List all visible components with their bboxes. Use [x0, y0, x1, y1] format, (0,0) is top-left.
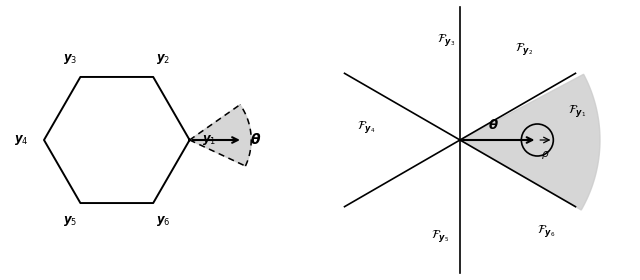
Text: $\boldsymbol{y}_2$: $\boldsymbol{y}_2$: [156, 52, 170, 66]
Text: $\boldsymbol{y}_5$: $\boldsymbol{y}_5$: [63, 214, 77, 228]
Text: $\boldsymbol{\theta}$: $\boldsymbol{\theta}$: [250, 132, 261, 148]
Text: $\boldsymbol{\theta}$: $\boldsymbol{\theta}$: [488, 118, 499, 132]
Text: $\rho$: $\rho$: [541, 149, 550, 161]
Text: $\boldsymbol{y}_6$: $\boldsymbol{y}_6$: [156, 214, 170, 228]
Text: $\boldsymbol{y}_3$: $\boldsymbol{y}_3$: [63, 52, 77, 66]
Polygon shape: [460, 74, 600, 210]
Text: $\mathcal{F}_{\boldsymbol{y}_6}$: $\mathcal{F}_{\boldsymbol{y}_6}$: [538, 223, 556, 239]
Text: $\mathcal{F}_{\boldsymbol{y}_1}$: $\mathcal{F}_{\boldsymbol{y}_1}$: [568, 103, 586, 119]
Text: $\boldsymbol{y}_1$: $\boldsymbol{y}_1$: [202, 133, 216, 147]
Text: $\boldsymbol{y}_4$: $\boldsymbol{y}_4$: [14, 133, 29, 147]
Text: $\mathcal{F}_{\boldsymbol{y}_3}$: $\mathcal{F}_{\boldsymbol{y}_3}$: [438, 32, 456, 48]
Text: $\mathcal{F}_{\boldsymbol{y}_2}$: $\mathcal{F}_{\boldsymbol{y}_2}$: [515, 41, 533, 57]
Polygon shape: [189, 105, 251, 166]
Text: $\mathcal{F}_{\boldsymbol{y}_5}$: $\mathcal{F}_{\boldsymbol{y}_5}$: [431, 228, 449, 244]
Text: $\mathcal{F}_{\boldsymbol{y}_4}$: $\mathcal{F}_{\boldsymbol{y}_4}$: [357, 119, 376, 135]
